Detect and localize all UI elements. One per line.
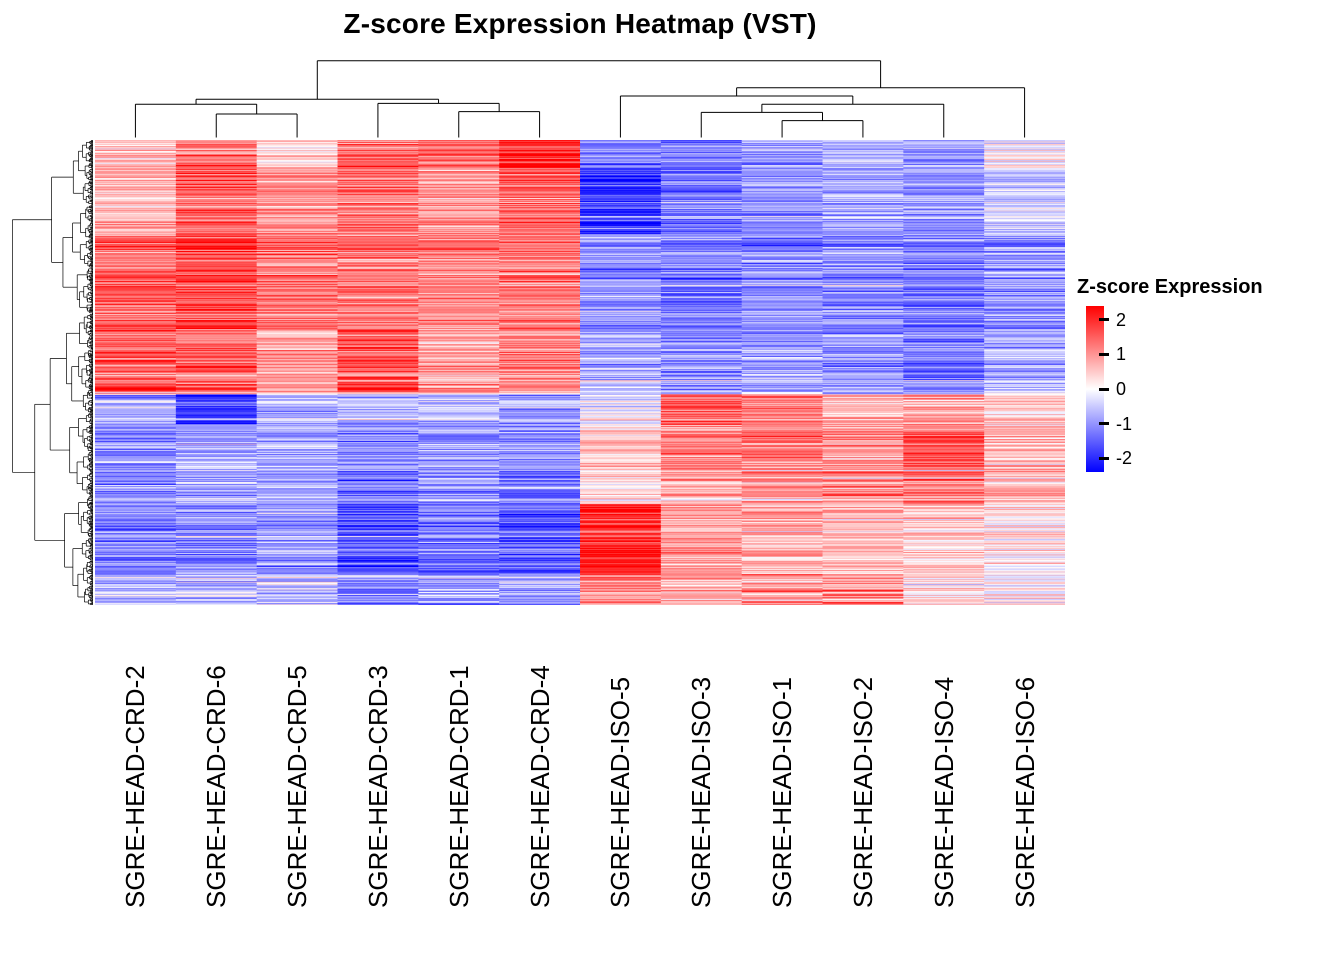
legend-tick-label: -1: [1116, 413, 1133, 434]
column-dendrogram: [95, 52, 1065, 138]
column-label: SGRE-HEAD-ISO-4: [928, 676, 959, 908]
column-label: SGRE-HEAD-CRD-1: [443, 665, 474, 908]
chart-title: Z-score Expression Heatmap (VST): [343, 8, 817, 39]
legend-tick-label: -2: [1116, 448, 1133, 469]
legend-tick-mark: [1099, 318, 1109, 322]
legend-tick-mark: [1099, 387, 1109, 391]
legend-colorbar: [1086, 306, 1104, 472]
column-label: SGRE-HEAD-ISO-5: [605, 676, 636, 908]
column-label: SGRE-HEAD-ISO-2: [847, 676, 878, 908]
column-label: SGRE-HEAD-CRD-4: [524, 665, 555, 908]
legend-tick-mark: [1099, 422, 1109, 426]
legend-tick-mark: [1099, 352, 1109, 356]
legend-title: Z-score Expression: [1077, 276, 1263, 298]
column-label: SGRE-HEAD-CRD-2: [120, 665, 151, 908]
column-label: SGRE-HEAD-ISO-1: [767, 676, 798, 908]
legend-tick-label: 2: [1116, 309, 1127, 330]
heatmap-canvas: [95, 140, 1065, 605]
legend-tick-mark: [1099, 456, 1109, 460]
legend-tick-label: 1: [1116, 344, 1127, 365]
column-label: SGRE-HEAD-CRD-5: [282, 665, 313, 908]
column-label: SGRE-HEAD-ISO-6: [1009, 676, 1040, 908]
column-label: SGRE-HEAD-CRD-6: [201, 665, 232, 908]
column-label: SGRE-HEAD-CRD-3: [362, 665, 393, 908]
legend-tick-label: 0: [1116, 379, 1127, 399]
column-label: SGRE-HEAD-ISO-3: [686, 676, 717, 908]
row-dendrogram: [8, 140, 93, 605]
